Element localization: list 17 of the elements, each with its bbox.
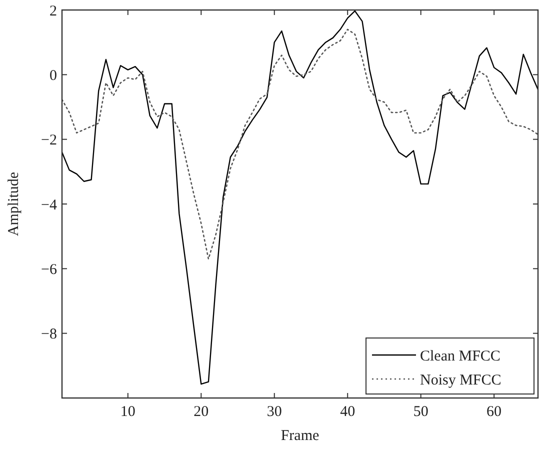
x-tick-label: 50 <box>413 404 428 420</box>
x-tick-label: 30 <box>266 404 282 420</box>
legend-label: Clean MFCC <box>420 348 500 364</box>
x-axis-title: Frame <box>280 428 320 444</box>
x-tick-label: 20 <box>194 404 209 420</box>
x-tick-label: 10 <box>120 404 136 420</box>
y-tick-label: −4 <box>41 197 58 214</box>
x-tick-label: 40 <box>340 404 356 420</box>
y-tick-label: 0 <box>50 68 57 84</box>
y-tick-label: −2 <box>41 132 57 149</box>
y-tick-label: −6 <box>41 262 58 278</box>
y-tick-label: −8 <box>41 326 57 343</box>
y-tick-label: 2 <box>50 3 57 20</box>
legend-label: Noisy MFCC <box>420 372 502 388</box>
y-axis-title: Amplitude <box>6 172 22 236</box>
line-series <box>62 28 538 260</box>
x-tick-label: 60 <box>486 404 502 420</box>
